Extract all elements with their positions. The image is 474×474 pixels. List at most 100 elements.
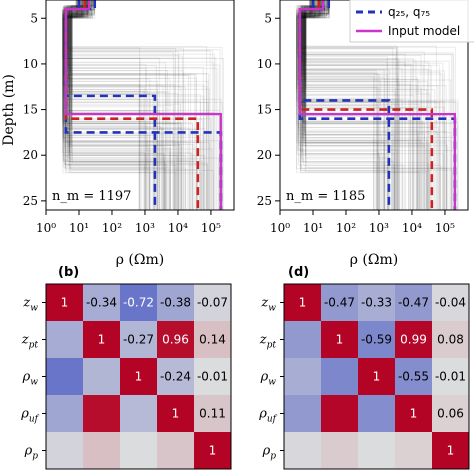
ensemble-curve (70, 0, 209, 210)
ensemble-curve (296, 0, 386, 210)
ensemble-curve (304, 0, 438, 210)
heatmap-cell (120, 284, 157, 321)
legend-quantile-label: q₂₅, q₇₅ (388, 5, 430, 19)
ensemble-curve (67, 0, 185, 210)
ensemble-curve (62, 0, 203, 210)
summary-lines-c (298, 0, 457, 210)
heatmap-row-label: ρp (262, 444, 277, 462)
ensemble-curve (304, 0, 430, 210)
y-tick-label: 15 (23, 103, 38, 117)
heatmap-value-label: -0.01 (197, 370, 228, 384)
ensemble-curve (303, 0, 403, 210)
ensemble-curve (62, 0, 154, 210)
heatmap-row-label: zpt (259, 333, 277, 351)
heatmap-cell (46, 284, 83, 321)
heatmap-value-label: -0.59 (361, 333, 392, 347)
ensemble-curve (67, 0, 191, 210)
ensemble-curve (62, 0, 164, 210)
x-tick-label: 10¹ (69, 221, 89, 235)
ensemble-curve (301, 0, 378, 210)
ticks-c: 10⁰ 10¹ 10² 10³ 10⁴ 10⁵ 5 10 15 20 25 (257, 11, 455, 235)
ensemble-count-label-a: n_m = 1197 (52, 189, 131, 204)
heatmap-value-label: 0.06 (437, 407, 464, 421)
ensemble-curve (69, 0, 179, 210)
x-tick-label: 10³ (135, 221, 155, 235)
ensemble-curve (63, 0, 159, 210)
heatmap-cell (321, 395, 358, 432)
heatmap-cell (83, 284, 120, 321)
heatmap-row-label: ρuf (20, 407, 39, 425)
ensemble-curve (302, 0, 422, 210)
ensemble-curve (297, 0, 411, 210)
y-tick-label: 20 (257, 148, 272, 162)
ensemble-curve (66, 0, 198, 210)
ensemble-curve (64, 0, 208, 210)
ensemble-curve (63, 0, 197, 210)
ensemble-curve (303, 0, 452, 210)
heatmap-cell (157, 321, 194, 358)
ensemble-curve (62, 0, 217, 210)
heatmap-value-label: 1 (299, 296, 307, 310)
ensemble-curve (70, 0, 182, 210)
ensemble-curve (70, 0, 210, 210)
summary-lines-a (64, 0, 223, 210)
correlation-heatmap-b: 1 -0.34 -0.72 -0.38 -0.07 1 -0.27 0.96 0.14 1 -0.2… (20, 283, 232, 470)
ensemble-curve (296, 0, 410, 210)
ensemble-curve (70, 0, 220, 210)
ensemble-curve (70, 0, 162, 210)
heatmap-cell (395, 432, 432, 469)
ensemble-curve (69, 0, 170, 210)
ensemble-curve (303, 0, 383, 210)
ensemble-curve (66, 0, 194, 210)
heatmap-cell (194, 432, 231, 469)
heatmap-value-label: 0.96 (162, 333, 189, 347)
ensemble-curve (296, 0, 454, 210)
ensemble-curve (68, 0, 200, 210)
heatmap-value-label: -0.34 (86, 296, 117, 310)
ensemble-curve (296, 0, 398, 210)
ensemble-curve (302, 0, 452, 210)
panel-label-d: (d) (288, 265, 309, 280)
ensemble-curve (304, 0, 448, 210)
legend-input-label: Input model (388, 24, 460, 38)
ensemble-curve (305, 0, 444, 210)
heatmap-row-label: zpt (21, 333, 39, 351)
heatmap-cell (46, 432, 83, 469)
ensemble-curve (304, 0, 439, 210)
heatmap-cell (194, 358, 231, 395)
heatmap-cell (46, 358, 83, 395)
x-tick-label: 10⁴ (168, 221, 188, 235)
ensemble-curve (69, 0, 167, 210)
heatmap-value-label: -0.47 (324, 296, 355, 310)
ensemble-curve (302, 0, 399, 210)
heatmap-cell (194, 321, 231, 358)
ensemble-curve (301, 0, 396, 210)
heatmap-cell (432, 395, 469, 432)
ensemble-curve (301, 0, 388, 210)
ensemble-curve (303, 0, 377, 210)
heatmap-cell (358, 321, 395, 358)
ensemble-curve (302, 0, 418, 210)
x-tick-label: 10² (102, 221, 122, 235)
heatmap-cell (120, 358, 157, 395)
ensemble-curve (70, 0, 175, 210)
heatmap-value-label: 1 (61, 296, 69, 310)
heatmap-cell (157, 284, 194, 321)
x-axis-label-a: ρ (Ωm) (116, 252, 165, 268)
heatmap-cell (120, 395, 157, 432)
ensemble-curve (296, 0, 420, 210)
ensemble-curve (302, 0, 429, 210)
ensemble-curve (67, 0, 218, 210)
ensemble-curve (305, 0, 428, 210)
ensemble-curve (71, 0, 203, 210)
ensemble-curve (302, 0, 426, 210)
ensemble-curve (296, 0, 421, 210)
x-tick-label: 10² (336, 221, 356, 235)
ensemble-curve (305, 0, 406, 210)
ensemble-curve (67, 0, 157, 210)
heatmap-cell (284, 321, 321, 358)
heatmap-row-label: zw (260, 296, 276, 314)
ensemble-curve (67, 0, 155, 210)
legend-box (349, 0, 474, 43)
